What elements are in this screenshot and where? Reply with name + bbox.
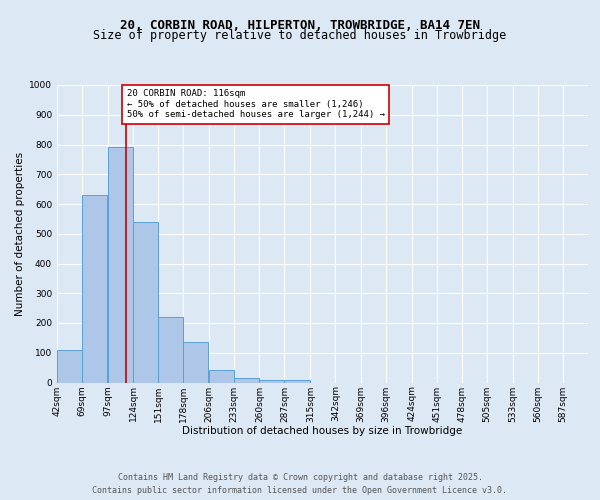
Y-axis label: Number of detached properties: Number of detached properties (15, 152, 25, 316)
Bar (82, 195, 107, 382)
Text: 20, CORBIN ROAD, HILPERTON, TROWBRIDGE, BA14 7EN: 20, CORBIN ROAD, HILPERTON, TROWBRIDGE, … (120, 19, 480, 32)
Bar (57, 350, 82, 382)
Text: Contains HM Land Registry data © Crown copyright and database right 2025.
Contai: Contains HM Land Registry data © Crown c… (92, 474, 508, 495)
Bar (284, 380, 310, 382)
Text: 20 CORBIN ROAD: 116sqm
← 50% of detached houses are smaller (1,246)
50% of semi-: 20 CORBIN ROAD: 116sqm ← 50% of detached… (127, 90, 385, 120)
Bar (183, 342, 208, 382)
Text: Size of property relative to detached houses in Trowbridge: Size of property relative to detached ho… (94, 29, 506, 42)
Bar (133, 222, 158, 382)
Bar (158, 317, 183, 382)
Bar (259, 380, 284, 382)
X-axis label: Distribution of detached houses by size in Trowbridge: Distribution of detached houses by size … (182, 426, 463, 436)
Bar (209, 370, 235, 382)
Bar (108, 148, 133, 382)
Bar (235, 378, 259, 382)
